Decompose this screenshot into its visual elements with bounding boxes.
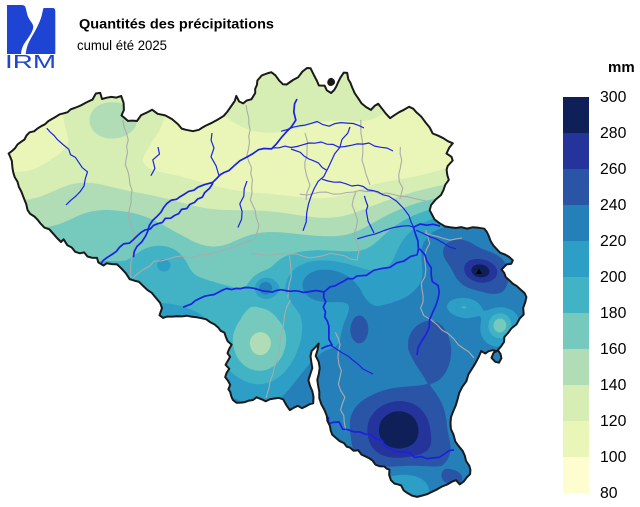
svg-text:IRM: IRM: [5, 52, 56, 72]
svg-text:120: 120: [600, 413, 627, 430]
svg-text:280: 280: [600, 125, 627, 142]
svg-text:220: 220: [600, 233, 627, 250]
svg-text:Quantités des précipitations: Quantités des précipitations: [79, 17, 274, 33]
svg-text:180: 180: [600, 305, 627, 322]
svg-text:260: 260: [600, 161, 627, 178]
svg-text:80: 80: [600, 485, 618, 502]
svg-text:cumul été 2025: cumul été 2025: [77, 37, 167, 53]
svg-text:240: 240: [600, 197, 627, 214]
svg-text:200: 200: [600, 269, 627, 286]
svg-text:100: 100: [600, 449, 627, 466]
svg-text:160: 160: [600, 341, 627, 358]
svg-text:mm: mm: [608, 59, 635, 76]
svg-text:300: 300: [600, 89, 627, 106]
svg-text:140: 140: [600, 377, 627, 394]
